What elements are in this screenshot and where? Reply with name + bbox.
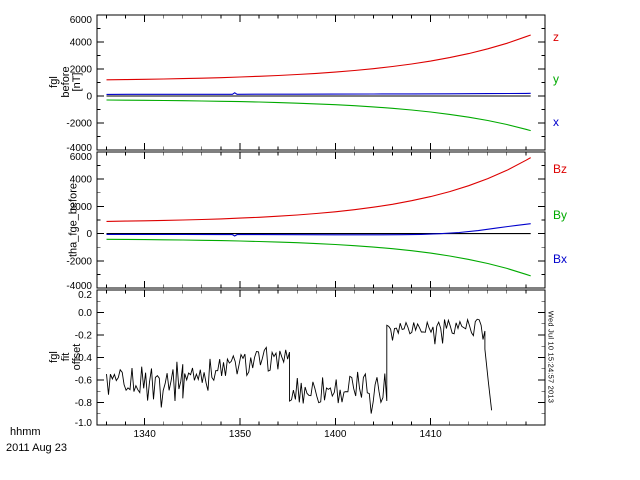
y-tick-label: 0 xyxy=(86,229,92,240)
x-tick-label: 1350 xyxy=(229,429,252,440)
x-axis-date-label: 2011 Aug 23 xyxy=(6,442,67,454)
x-tick-label: 1340 xyxy=(134,429,157,440)
y-tick-label: -4000 xyxy=(66,143,92,154)
y-tick-label: -0.4 xyxy=(75,353,93,364)
y-tick-label: 4000 xyxy=(70,38,93,49)
panel-frame-3 xyxy=(96,289,546,426)
x-tick-label: 1410 xyxy=(419,429,442,440)
panel1-series-label-z: z xyxy=(553,30,559,44)
y-tick-label: -0.2 xyxy=(75,331,93,342)
panel1-y-axis-label: fgl before [nT] xyxy=(47,66,84,97)
y-tick-label: 2000 xyxy=(70,202,93,213)
y-tick-label: -1.0 xyxy=(75,418,93,429)
panel2-series-label-bz: Bz xyxy=(553,162,568,176)
series-Bx xyxy=(106,223,531,237)
panel3-y-axis-label-line3: offset xyxy=(70,343,83,371)
y-tick-label: 0.0 xyxy=(78,308,92,319)
series-By xyxy=(106,238,531,277)
y-tick-label: -2000 xyxy=(66,256,92,267)
y-tick-label: 2000 xyxy=(70,65,93,76)
panel3-y-axis-label: fgl fit offset xyxy=(47,343,84,371)
series-Bz xyxy=(106,157,531,222)
creation-timestamp: Wed Jul 10 15:24:57 2013 xyxy=(546,310,556,404)
y-tick-label: -4000 xyxy=(66,281,92,292)
panel2-y-axis-label: tha_fge_before xyxy=(67,182,80,258)
panel3-y-axis-label-line1: fgl xyxy=(47,351,60,363)
panel2-series-label-bx: Bx xyxy=(553,252,568,266)
y-tick-label: 6000 xyxy=(70,152,93,163)
panel1-y-axis-label-line1: fgl xyxy=(47,76,60,88)
series-offset xyxy=(106,317,493,414)
panel-frame-1 xyxy=(96,14,546,151)
y-tick-label: 0.2 xyxy=(78,290,92,301)
series-z xyxy=(106,34,531,81)
y-tick-label: -0.6 xyxy=(75,376,93,387)
y-tick-label: 4000 xyxy=(70,175,93,186)
y-tick-label: 0 xyxy=(86,92,92,103)
panel2-series-label-by: By xyxy=(553,208,568,222)
x-tick-label: 1400 xyxy=(324,429,347,440)
panel1-y-axis-label-line3: [nT] xyxy=(70,72,83,92)
series-x xyxy=(106,92,531,95)
panel1-series-label-x: x xyxy=(553,115,559,129)
x-axis-label: hhmm xyxy=(10,426,41,438)
series-y xyxy=(106,99,531,132)
panel1-series-label-y: y xyxy=(553,72,559,86)
panel2-y-axis-label-line1: tha_fge_before xyxy=(67,182,80,258)
y-tick-label: -0.8 xyxy=(75,398,93,409)
y-tick-label: 6000 xyxy=(70,15,93,26)
y-tick-label: -2000 xyxy=(66,119,92,130)
